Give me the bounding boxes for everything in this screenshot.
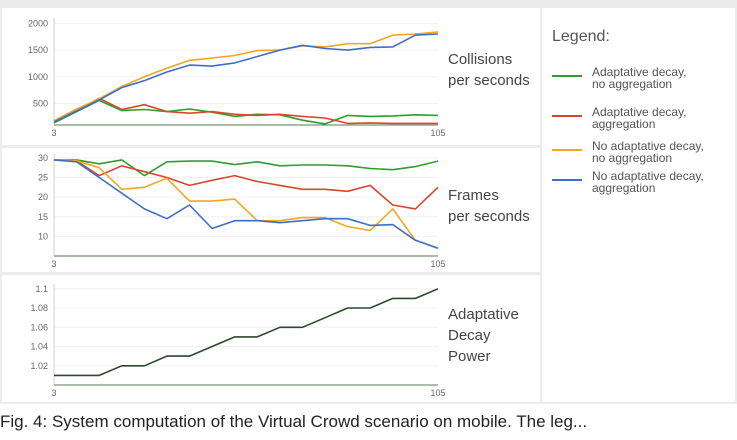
decay-power-chart: 1.02 1.04 1.06 1.08 1.1 3 105 Adaptative Decay Po… [30,284,519,398]
legend-label-line1: No adaptative decay, [592,169,704,183]
y-tick-label: 1000 [28,72,48,82]
chart-title-line: Decay [448,327,491,344]
y-tick-label: 2000 [28,18,48,28]
legend-swatch [552,75,582,77]
y-tick-label: 1.04 [30,342,48,352]
y-tick-label: 1.08 [30,303,48,313]
y-tick-label: 1500 [28,45,48,55]
y-tick-label: 1.1 [35,284,48,294]
legend-label: No adaptative decay, no aggregation [592,140,737,164]
legend-title: Legend: [552,28,610,45]
y-tick-label: 500 [33,99,48,109]
x-tick-label: 105 [430,259,445,269]
chart-title-line: Frames [448,187,499,204]
collisions-chart: 500 1000 1500 2000 3 105 Collisions per seconds [28,18,530,138]
legend-label: No adaptative decay, aggregation [592,170,737,194]
x-tick-label: 3 [51,388,56,398]
figure: 500 1000 1500 2000 3 105 Collisions per seconds… [0,0,737,404]
series-line [54,159,439,177]
x-tick-label: 3 [51,259,56,269]
legend-label-line1: No adaptative decay, [592,139,704,153]
x-tick-label: 105 [430,128,445,138]
decay-power-chart-panel: 1.02 1.04 1.06 1.08 1.1 3 105 Adaptative Decay Po… [2,275,540,402]
legend-label: Adaptative decay, no aggregation [592,66,737,90]
legend-label-line2: aggregation [592,181,656,195]
series-line [53,33,439,123]
series-line [53,97,438,125]
chart-title-line: Collisions [448,51,512,68]
x-tick-label: 3 [51,128,56,138]
series-line [53,159,439,210]
legend: Legend: Adaptative decay, no aggregation… [542,8,735,402]
legend-swatch [552,179,582,181]
collisions-chart-panel: 500 1000 1500 2000 3 105 Collisions per seconds [2,8,540,145]
legend-label-line2: no aggregation [592,151,673,165]
y-tick-label: 25 [38,173,48,183]
legend-item-adaptative-no-aggregation: Adaptative decay, no aggregation [552,66,732,96]
legend-label: Adaptative decay, aggregation [592,106,737,130]
legend-label-line1: Adaptative decay, [592,65,687,79]
series-line [53,31,439,122]
legend-label-line1: Adaptative decay, [592,105,687,119]
y-tick-label: 1.02 [30,361,48,371]
chart-title-line: per seconds [448,208,530,225]
series-line [54,288,439,377]
legend-label-line2: aggregation [592,117,656,131]
y-tick-label: 1.06 [30,322,48,332]
legend-swatch [552,115,582,117]
legend-item-adaptative-aggregation: Adaptative decay, aggregation [552,106,732,136]
chart-title-line: per seconds [448,72,530,89]
series-line [53,159,439,249]
legend-label-line2: no aggregation [592,77,673,91]
series-line [53,159,439,249]
y-tick-label: 20 [38,192,48,202]
y-tick-label: 15 [38,212,48,222]
legend-item-no-adaptative-aggregation: No adaptative decay, aggregation [552,170,732,200]
chart-title-line: Adaptative [448,306,519,323]
legend-item-no-adaptative-no-aggregation: No adaptative decay, no aggregation [552,140,732,170]
y-tick-label: 30 [38,153,48,163]
x-tick-label: 105 [430,388,445,398]
chart-title-line: Power [448,348,491,365]
frames-chart-panel: 10 15 20 25 30 3 105 Frames per seconds [2,148,540,272]
legend-swatch [552,149,582,151]
frames-chart: 10 15 20 25 30 3 105 Frames per seconds [38,153,530,269]
y-tick-label: 10 [38,231,48,241]
figure-caption: Fig. 4: System computation of the Virtua… [0,412,588,431]
